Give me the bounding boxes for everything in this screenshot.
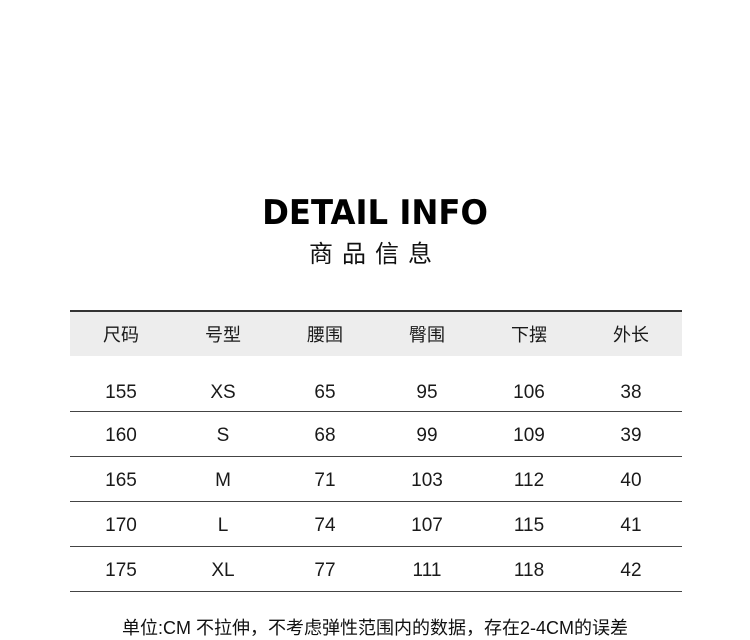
- table-row: 160 S 68 99 109 39: [70, 412, 682, 457]
- table-header: 尺码 号型 腰围 臀围 下摆 外长: [70, 310, 682, 356]
- table-cell: 77: [314, 560, 336, 581]
- table-cell: 107: [411, 515, 443, 536]
- table-row: 155 XS 65 95 106 38: [70, 356, 682, 412]
- table-cell: 95: [416, 381, 438, 403]
- column-header: 臀围: [409, 325, 445, 345]
- table-cell: XS: [210, 381, 236, 403]
- table-cell: 155: [105, 381, 137, 403]
- table-cell: 99: [416, 425, 438, 446]
- table-cell: 160: [105, 425, 137, 446]
- table-cell: 170: [105, 515, 137, 536]
- table-row: 165 M 71 103 112 40: [70, 457, 682, 502]
- table-cell: 165: [105, 470, 137, 491]
- table-cell: 175: [105, 560, 137, 581]
- table-cell: 42: [620, 560, 642, 581]
- table-cell: 71: [314, 470, 336, 491]
- table-row: 175 XL 77 111 118 42: [70, 547, 682, 592]
- page-title: DETAIL INFO: [262, 193, 488, 233]
- measurement-note: 单位:CM 不拉伸，不考虑弹性范围内的数据，存在2-4CM的误差: [121, 618, 628, 638]
- page-subtitle: 商品信息: [309, 241, 441, 268]
- table-cell: 74: [314, 515, 336, 536]
- column-header: 尺码: [103, 325, 139, 345]
- table-cell: XL: [211, 560, 235, 581]
- table-cell: S: [216, 425, 230, 446]
- table-cell: 111: [412, 560, 442, 581]
- column-header: 下摆: [511, 325, 547, 345]
- table-cell: 115: [513, 515, 545, 536]
- table-cell: 39: [620, 425, 642, 446]
- column-header: 外长: [613, 325, 649, 345]
- table-cell: M: [215, 470, 231, 491]
- table-cell: 106: [513, 381, 545, 403]
- table-cell: 103: [411, 470, 443, 491]
- size-table: 尺码 号型 腰围 臀围 下摆 外长 155 XS 65 95 106 38 160 S 68 99 109 39…: [70, 310, 682, 592]
- table-row: 170 L 74 107 115 41: [70, 502, 682, 547]
- table-cell: 38: [620, 381, 642, 403]
- table-cell: 40: [620, 470, 642, 491]
- table-cell: 41: [620, 515, 642, 536]
- table-cell: 68: [314, 425, 336, 446]
- table-cell: L: [217, 515, 229, 536]
- table-cell: 112: [513, 470, 545, 491]
- table-cell: 118: [513, 560, 545, 581]
- table-cell: 65: [314, 381, 336, 403]
- column-header: 腰围: [307, 325, 343, 345]
- column-header: 号型: [205, 325, 241, 345]
- table-cell: 109: [513, 425, 545, 446]
